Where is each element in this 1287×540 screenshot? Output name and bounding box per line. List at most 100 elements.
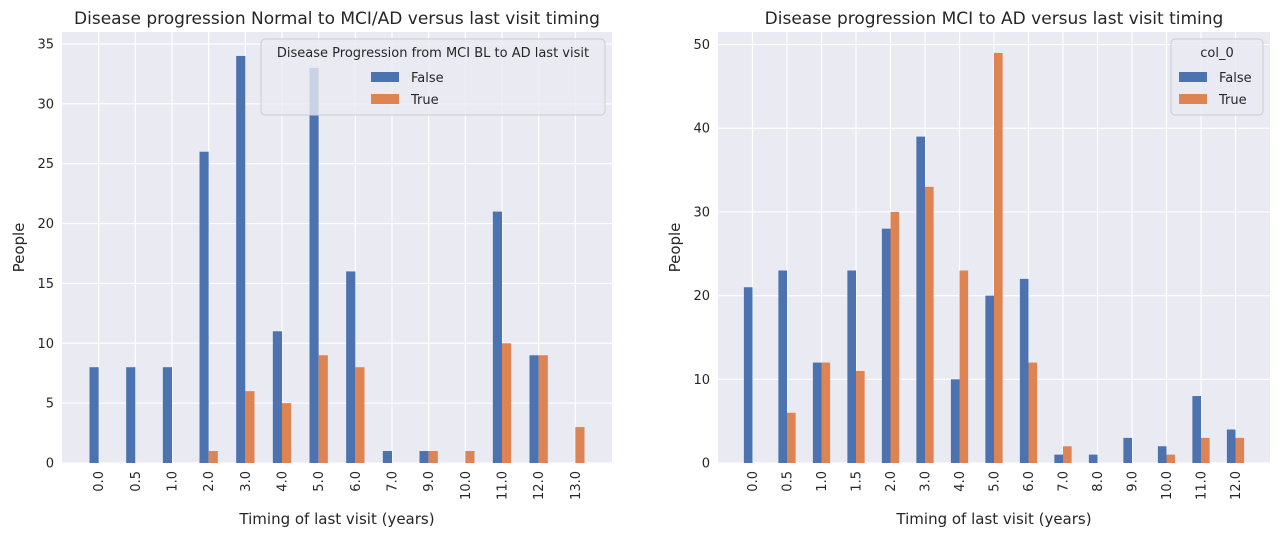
bar-false — [1123, 437, 1132, 463]
y-tick-label: 40 — [693, 122, 710, 137]
x-tick-label: 5.0 — [988, 471, 1003, 492]
legend-entry-true: True — [1218, 93, 1247, 108]
legend-swatch-false — [371, 72, 399, 82]
x-tick-label: 4.0 — [276, 471, 291, 492]
legend-title: Disease Progression from MCI BL to AD la… — [277, 46, 589, 61]
y-tick-label: 25 — [37, 157, 54, 172]
x-tick-label: 5.0 — [312, 471, 327, 492]
bar-false — [236, 55, 246, 463]
x-tick-label: 4.0 — [953, 471, 968, 492]
x-tick-label: 7.0 — [386, 471, 401, 492]
x-tick-label: 3.0 — [239, 471, 254, 492]
bar-false — [162, 367, 172, 463]
legend-title: col_0 — [1200, 46, 1233, 61]
y-tick-label: 10 — [37, 337, 54, 352]
legend-swatch-true — [371, 94, 399, 104]
x-tick-label: 9.0 — [422, 471, 437, 492]
bar-true — [1235, 437, 1245, 463]
legend-swatch-true — [1179, 94, 1207, 104]
bar-true — [1063, 446, 1072, 463]
bar-false — [199, 151, 209, 463]
x-tick-label: 0.5 — [129, 471, 144, 492]
bar-true — [538, 355, 548, 463]
bar-true — [428, 451, 438, 463]
y-tick-label: 5 — [46, 397, 54, 412]
x-tick-label: 10.0 — [459, 471, 474, 500]
bar-false — [419, 451, 429, 463]
x-tick-label: 6.0 — [349, 471, 364, 492]
x-tick-label: 12.0 — [532, 471, 547, 500]
bar-false — [1192, 396, 1201, 463]
bar-true — [994, 52, 1003, 463]
y-tick-label: 0 — [46, 457, 54, 472]
bar-false — [743, 287, 753, 463]
y-tick-label: 15 — [37, 277, 54, 292]
legend-box — [260, 38, 606, 116]
bar-true — [1028, 362, 1038, 463]
legend-swatch-false — [1179, 72, 1207, 82]
y-tick-label: 20 — [37, 217, 54, 232]
x-tick-label: 0.0 — [746, 471, 761, 492]
bar-false — [812, 362, 822, 463]
bar-true — [1201, 437, 1210, 463]
bar-false — [492, 211, 502, 463]
y-axis-label: People — [10, 223, 28, 273]
bar-false — [346, 271, 356, 463]
bar-false — [916, 136, 925, 464]
bar-true — [856, 370, 865, 463]
x-tick-label: 1.0 — [166, 471, 181, 492]
x-tick-label: 12.0 — [1229, 471, 1244, 500]
bar-false — [881, 228, 891, 463]
x-tick-label: 1.5 — [850, 471, 865, 492]
x-axis-label: Timing of last visit (years) — [238, 510, 434, 528]
y-tick-label: 30 — [693, 205, 710, 220]
x-tick-label: 8.0 — [1091, 471, 1106, 492]
y-tick-label: 50 — [693, 38, 710, 53]
bar-false — [382, 451, 392, 463]
legend: col_0 False True — [1170, 38, 1264, 116]
bar-false — [1019, 278, 1029, 463]
y-tick-label: 30 — [37, 97, 54, 112]
bar-true — [502, 343, 512, 463]
y-tick-label: 0 — [702, 457, 710, 472]
x-tick-label: 6.0 — [1022, 471, 1037, 492]
bar-true — [318, 355, 328, 463]
chart-title: Disease progression MCI to AD versus las… — [765, 9, 1224, 29]
x-tick-label: 2.0 — [202, 471, 217, 492]
bar-true — [245, 391, 255, 463]
chart-title: Disease progression Normal to MCI/AD ver… — [74, 9, 600, 29]
y-tick-label: 20 — [693, 289, 710, 304]
bar-true — [465, 451, 475, 463]
bar-true — [821, 362, 831, 463]
legend-entry-false: False — [411, 71, 444, 86]
bar-true — [925, 186, 934, 463]
bar-true — [890, 211, 900, 463]
bar-false — [1088, 454, 1098, 463]
legend-entry-false: False — [1219, 71, 1252, 86]
legend: Disease Progression from MCI BL to AD la… — [260, 38, 606, 116]
bar-false — [272, 331, 282, 463]
bar-true — [355, 367, 365, 463]
bar-false — [89, 367, 99, 463]
bar-false — [778, 270, 787, 463]
y-axis-label: People — [666, 223, 684, 273]
bar-true — [575, 427, 585, 463]
bar-false — [1054, 454, 1063, 463]
y-tick-label: 10 — [693, 373, 710, 388]
bar-true — [208, 451, 218, 463]
x-tick-label: 3.0 — [919, 471, 934, 492]
bar-true — [1166, 454, 1176, 463]
bar-false — [529, 355, 539, 463]
x-axis-label: Timing of last visit (years) — [895, 510, 1091, 528]
y-tick-label: 35 — [37, 37, 54, 52]
x-tick-label: 1.0 — [815, 471, 830, 492]
bar-false — [950, 379, 960, 463]
x-tick-label: 0.5 — [781, 471, 796, 492]
chart-left: 0 5 10 15 20 25 30 35 0.0 0.5 1.0 2.0 3.0 4.0 5.0 6.0 7.… — [10, 9, 612, 528]
x-tick-label: 0.0 — [92, 471, 107, 492]
x-tick-label: 7.0 — [1057, 471, 1072, 492]
x-tick-label: 13.0 — [569, 471, 584, 500]
x-tick-label: 10.0 — [1160, 471, 1175, 500]
